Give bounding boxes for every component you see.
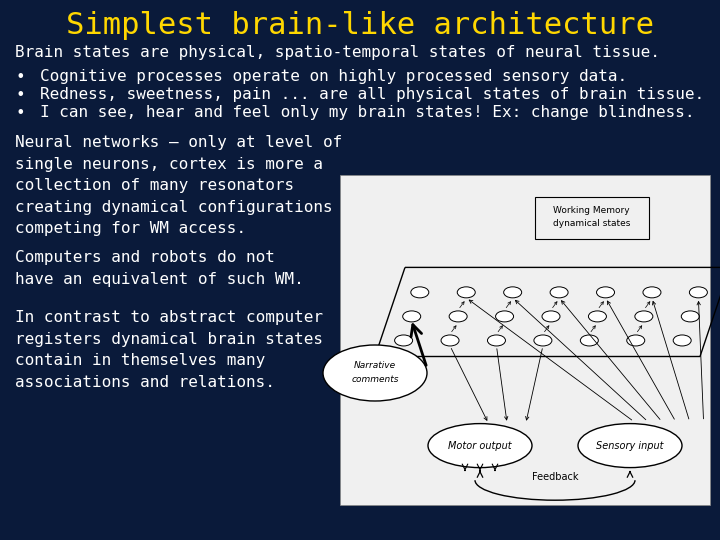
Ellipse shape [578, 423, 682, 468]
Text: Neural networks – only at level of
single neurons, cortex is more a
collection o: Neural networks – only at level of singl… [15, 135, 342, 237]
Ellipse shape [411, 287, 429, 298]
Text: Narrative: Narrative [354, 361, 396, 370]
FancyBboxPatch shape [534, 197, 649, 239]
Text: •: • [15, 70, 24, 84]
Ellipse shape [402, 311, 420, 322]
Text: Computers and robots do not
have an equivalent of such WM.: Computers and robots do not have an equi… [15, 250, 304, 287]
Text: •: • [15, 87, 24, 103]
Ellipse shape [487, 335, 505, 346]
Text: Cognitive processes operate on highly processed sensory data.: Cognitive processes operate on highly pr… [40, 70, 627, 84]
Text: Working Memory: Working Memory [553, 206, 630, 215]
Ellipse shape [504, 287, 522, 298]
Text: In contrast to abstract computer
registers dynamical brain states
contain in the: In contrast to abstract computer registe… [15, 310, 323, 390]
Ellipse shape [534, 335, 552, 346]
Text: dynamical states: dynamical states [553, 219, 630, 228]
Text: Sensory input: Sensory input [596, 441, 664, 450]
FancyBboxPatch shape [340, 175, 710, 505]
Ellipse shape [681, 311, 699, 322]
Ellipse shape [441, 335, 459, 346]
Text: •: • [15, 105, 24, 120]
Ellipse shape [597, 287, 615, 298]
Ellipse shape [689, 287, 707, 298]
Ellipse shape [643, 287, 661, 298]
Ellipse shape [495, 311, 513, 322]
Ellipse shape [635, 311, 653, 322]
Text: I can see, hear and feel only my brain states! Ex: change blindness.: I can see, hear and feel only my brain s… [40, 105, 695, 120]
Ellipse shape [673, 335, 691, 346]
Ellipse shape [457, 287, 475, 298]
Ellipse shape [449, 311, 467, 322]
Ellipse shape [428, 423, 532, 468]
Text: Simplest brain-like architecture: Simplest brain-like architecture [66, 10, 654, 39]
Ellipse shape [580, 335, 598, 346]
Text: Brain states are physical, spatio-temporal states of neural tissue.: Brain states are physical, spatio-tempor… [15, 44, 660, 59]
Ellipse shape [542, 311, 560, 322]
Ellipse shape [395, 335, 413, 346]
Ellipse shape [550, 287, 568, 298]
Text: Motor output: Motor output [448, 441, 512, 450]
Text: Redness, sweetness, pain ... are all physical states of brain tissue.: Redness, sweetness, pain ... are all phy… [40, 87, 704, 103]
Ellipse shape [588, 311, 606, 322]
Text: Feedback: Feedback [532, 472, 578, 482]
Text: comments: comments [351, 375, 399, 384]
Ellipse shape [323, 345, 427, 401]
Ellipse shape [626, 335, 644, 346]
